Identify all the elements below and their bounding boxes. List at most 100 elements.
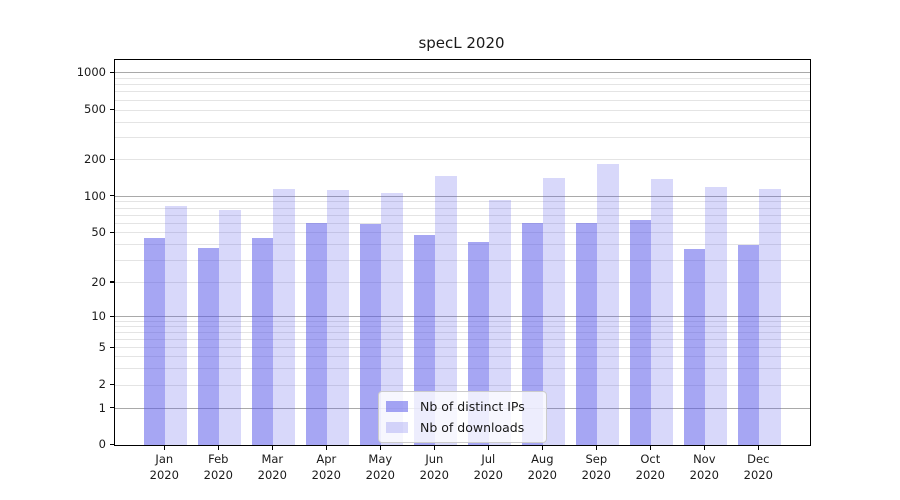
x-tick-label-9: Oct 2020: [635, 452, 665, 483]
bar-jul-series1: [489, 200, 511, 445]
bar-apr-series0: [305, 223, 327, 445]
bar-sep-series1: [597, 164, 619, 445]
x-tick-label-1: Feb 2020: [203, 452, 233, 483]
gridline-3: [115, 368, 810, 369]
bar-sep-series0: [575, 223, 597, 445]
gridline-100: [115, 195, 810, 197]
gridline-600: [115, 99, 810, 101]
x-tick-1: [217, 445, 220, 450]
gridline-40: [115, 244, 810, 246]
gridline-50: [115, 232, 810, 234]
x-tick-2: [271, 445, 274, 450]
gridline-30: [115, 260, 810, 262]
x-tick-0: [163, 445, 166, 450]
bar-feb-series1: [219, 210, 241, 445]
y-tick-1000: [109, 71, 114, 73]
y-tick-100: [109, 195, 114, 197]
gridline-2: [115, 384, 810, 386]
bar-oct-series1: [651, 178, 673, 445]
x-tick-label-7: Aug 2020: [527, 452, 557, 483]
bar-aug-series1: [543, 178, 565, 445]
x-tick-3: [325, 445, 328, 450]
x-tick-10: [703, 445, 706, 450]
gridline-9: [115, 320, 810, 322]
gridline-800: [115, 84, 810, 86]
y-tick-50: [109, 231, 114, 233]
x-tick-label-2: Mar 2020: [257, 452, 287, 483]
bar-feb-series0: [197, 247, 219, 445]
y-tick-label-50: 50: [91, 225, 106, 239]
bar-jun-series1: [435, 175, 457, 445]
bar-nov-series0: [683, 249, 705, 445]
gridline-60: [115, 222, 810, 224]
bar-may-series0: [359, 224, 381, 445]
x-tick-label-0: Jan 2020: [149, 452, 179, 483]
x-tick-label-11: Dec 2020: [743, 452, 773, 483]
y-tick-label-1: 1: [98, 400, 106, 415]
x-tick-label-8: Sep 2020: [581, 452, 611, 483]
gridline-5: [115, 347, 810, 349]
gridline-1000: [115, 72, 810, 74]
x-tick-label-6: Jul 2020: [473, 452, 503, 483]
x-tick-6: [487, 445, 490, 450]
y-tick-0: [109, 443, 114, 446]
bar-mar-series0: [251, 238, 273, 445]
gridline-7: [115, 332, 810, 334]
x-tick-8: [595, 445, 598, 450]
legend-swatch-downloads-icon: [386, 422, 408, 433]
gridline-90: [115, 201, 810, 203]
x-tick-11: [757, 445, 760, 450]
y-tick-5: [109, 346, 114, 348]
y-tick-label-100: 100: [84, 188, 106, 203]
bar-jan-series1: [165, 206, 187, 445]
bar-dec-series1: [759, 188, 781, 445]
y-tick-label-2: 2: [98, 377, 106, 392]
plot-area: Nb of distinct IPs Nb of downloads: [114, 59, 811, 446]
legend-label-downloads: Nb of downloads: [420, 420, 525, 435]
gridline-20: [115, 282, 810, 284]
gridline-6: [115, 339, 810, 341]
x-tick-label-5: Jun 2020: [419, 452, 449, 483]
x-tick-9: [649, 445, 652, 450]
bar-nov-series1: [705, 186, 727, 445]
y-tick-label-200: 200: [84, 152, 106, 166]
gridline-70: [115, 214, 810, 216]
x-tick-label-10: Nov 2020: [689, 452, 719, 483]
y-tick-label-20: 20: [91, 274, 106, 289]
gridline-10: [115, 316, 810, 318]
gridline-8: [115, 326, 810, 328]
bar-oct-series0: [629, 219, 651, 445]
y-tick-500: [109, 108, 114, 111]
y-tick-label-0: 0: [98, 437, 106, 452]
gridline-300: [115, 137, 810, 139]
bar-aug-series0: [521, 223, 543, 445]
gridline-500: [115, 109, 810, 111]
x-tick-5: [433, 445, 436, 450]
gridline-400: [115, 121, 810, 123]
y-tick-label-5: 5: [98, 340, 106, 354]
chart-title: specL 2020: [418, 34, 505, 52]
legend-item-downloads: Nb of downloads: [386, 417, 539, 438]
legend-swatch-distinct-ips-icon: [386, 401, 408, 412]
gridline-80: [115, 207, 810, 209]
y-tick-10: [109, 315, 114, 317]
gridline-4: [115, 356, 810, 358]
gridline-900: [115, 77, 810, 79]
bar-apr-series1: [327, 190, 349, 445]
y-tick-20: [109, 281, 114, 283]
bar-jan-series0: [143, 238, 165, 445]
x-tick-label-4: May 2020: [365, 452, 395, 483]
legend-item-distinct-ips: Nb of distinct IPs: [386, 396, 539, 417]
y-tick-label-500: 500: [84, 102, 106, 117]
y-tick-label-10: 10: [91, 309, 106, 324]
x-tick-label-3: Apr 2020: [311, 452, 341, 483]
y-tick-2: [109, 383, 114, 386]
legend: Nb of distinct IPs Nb of downloads: [378, 391, 547, 443]
bar-may-series1: [381, 192, 403, 445]
y-tick-200: [109, 158, 114, 160]
y-tick-1: [109, 407, 114, 409]
y-tick-label-1000: 1000: [76, 65, 106, 79]
gridline-200: [115, 159, 810, 161]
legend-label-distinct-ips: Nb of distinct IPs: [420, 399, 525, 414]
